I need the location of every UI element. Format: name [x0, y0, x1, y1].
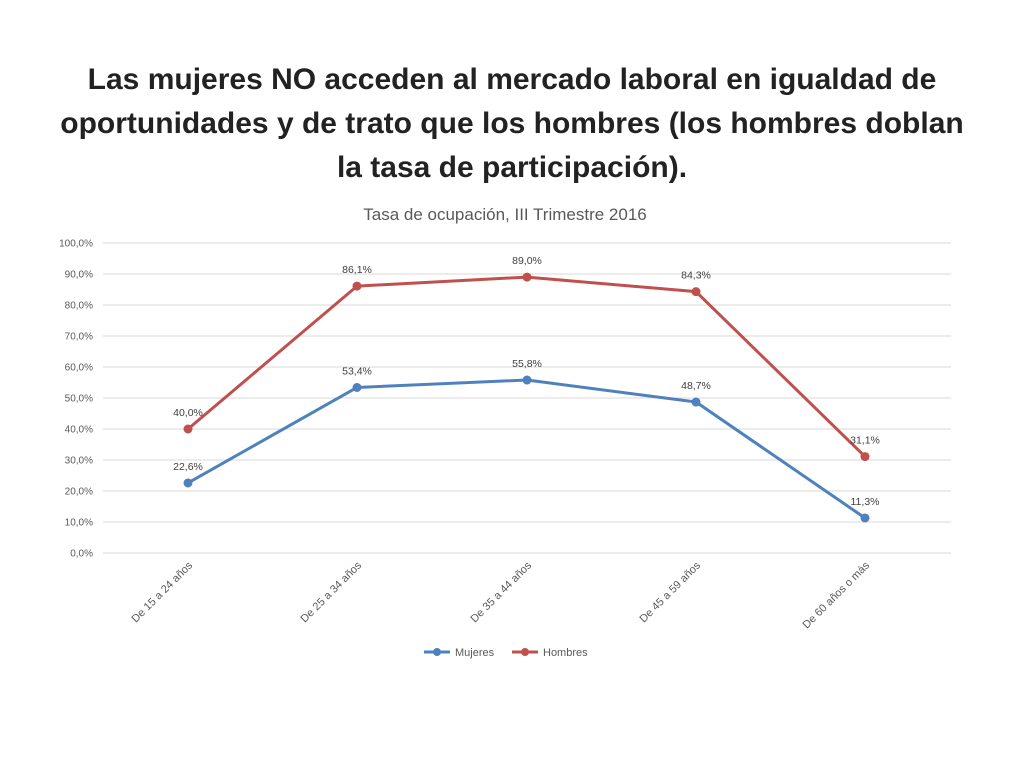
- data-point: [523, 376, 531, 384]
- data-label: 40,0%: [173, 407, 203, 419]
- y-tick-label: 50,0%: [65, 394, 93, 405]
- data-point: [861, 453, 869, 461]
- data-point: [353, 383, 361, 391]
- y-tick-label: 0,0%: [70, 549, 93, 560]
- x-tick-label: De 45 a 59 años: [638, 559, 704, 625]
- data-label: 55,8%: [512, 358, 542, 370]
- y-tick-label: 80,0%: [65, 301, 93, 312]
- data-point: [184, 479, 192, 487]
- y-tick-label: 60,0%: [65, 363, 93, 374]
- y-tick-label: 100,0%: [59, 239, 93, 250]
- data-label: 86,1%: [342, 264, 372, 276]
- data-point: [692, 398, 700, 406]
- data-point: [523, 273, 531, 281]
- data-label: 22,6%: [173, 461, 203, 473]
- legend-label: Mujeres: [455, 647, 495, 659]
- y-tick-label: 30,0%: [65, 456, 93, 467]
- data-label: 48,7%: [681, 380, 711, 392]
- data-label: 53,4%: [342, 365, 372, 377]
- x-tick-label: De 35 a 44 años: [469, 559, 535, 625]
- x-tick-label: De 25 a 34 años: [299, 559, 365, 625]
- chart-title: Tasa de ocupación, III Trimestre 2016: [363, 205, 647, 224]
- y-tick-label: 40,0%: [65, 425, 93, 436]
- y-tick-label: 10,0%: [65, 518, 93, 529]
- data-label: 31,1%: [850, 435, 880, 447]
- data-point: [353, 282, 361, 290]
- legend-marker: [433, 648, 441, 656]
- legend-marker: [521, 648, 529, 656]
- legend-label: Hombres: [543, 647, 588, 659]
- y-tick-label: 70,0%: [65, 332, 93, 343]
- data-label: 11,3%: [851, 496, 880, 508]
- data-point: [692, 288, 700, 296]
- data-point: [184, 425, 192, 433]
- data-label: 89,0%: [512, 255, 542, 267]
- series-line-mujeres: [188, 380, 865, 518]
- x-tick-label: De 15 a 24 años: [130, 559, 196, 625]
- y-tick-label: 90,0%: [65, 270, 93, 281]
- y-tick-label: 20,0%: [65, 487, 93, 498]
- x-tick-label: De 60 años o más: [801, 559, 873, 631]
- data-point: [861, 514, 869, 522]
- data-label: 84,3%: [681, 270, 711, 282]
